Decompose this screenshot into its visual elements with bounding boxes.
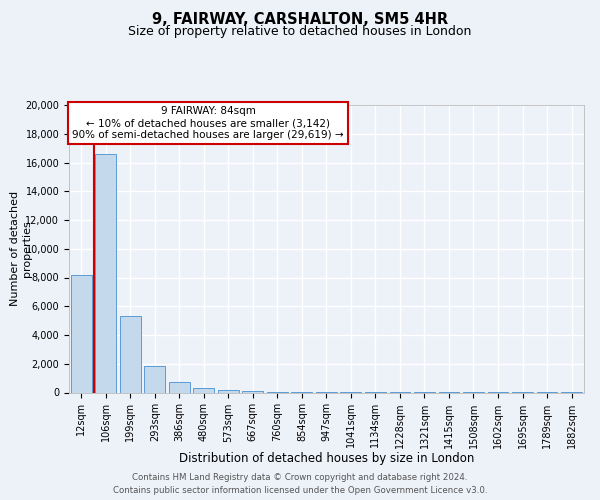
Text: Contains HM Land Registry data © Crown copyright and database right 2024.
Contai: Contains HM Land Registry data © Crown c…	[113, 474, 487, 495]
Bar	[71, 274, 92, 392]
Y-axis label: Number of detached
properties: Number of detached properties	[10, 191, 32, 306]
Bar	[193, 388, 214, 392]
Bar	[120, 316, 141, 392]
Bar	[95, 154, 116, 392]
Text: 9, FAIRWAY, CARSHALTON, SM5 4HR: 9, FAIRWAY, CARSHALTON, SM5 4HR	[152, 12, 448, 28]
Bar	[145, 366, 165, 392]
Text: Size of property relative to detached houses in London: Size of property relative to detached ho…	[128, 25, 472, 38]
Bar	[218, 390, 239, 392]
Bar	[169, 382, 190, 392]
X-axis label: Distribution of detached houses by size in London: Distribution of detached houses by size …	[179, 452, 474, 465]
Bar	[242, 391, 263, 392]
Text: 9 FAIRWAY: 84sqm
← 10% of detached houses are smaller (3,142)
90% of semi-detach: 9 FAIRWAY: 84sqm ← 10% of detached house…	[72, 106, 344, 140]
